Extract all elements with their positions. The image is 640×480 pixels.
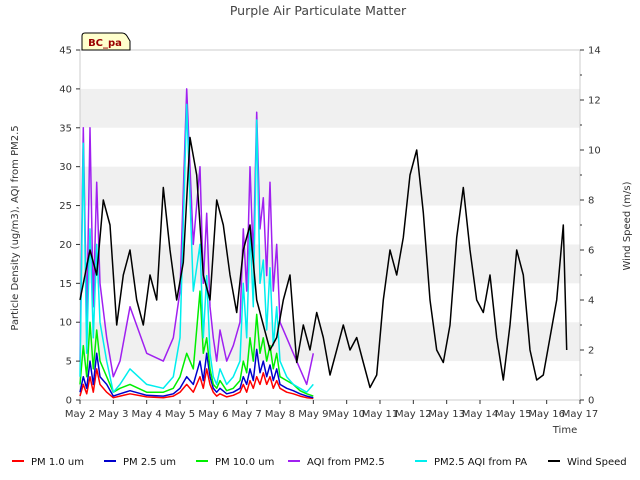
x-tick-label: May 2 [65,409,95,420]
y-left-tick-label: 15 [59,279,72,290]
y-axis-right-title: Wind Speed (m/s) [622,181,633,270]
x-tick-label: May 4 [132,409,162,420]
y-right-tick-label: 6 [588,246,594,257]
site-tag-box [81,32,131,51]
legend-label: PM2.5 AQI from PA [434,457,527,468]
grid-band [80,88,580,128]
y-right-tick-label: 8 [588,196,594,207]
y-left-tick-label: 25 [59,201,72,212]
y-left-tick-label: 45 [59,46,72,57]
legend-label: PM 2.5 um [123,457,176,468]
y-left-tick-label: 35 [59,123,72,134]
y-left-tick-label: 20 [59,240,72,251]
x-tick-label: May 17 [562,409,599,420]
x-tick-label: May 8 [265,409,295,420]
y-right-tick-label: 0 [588,396,594,407]
series-layer [79,88,568,400]
grid-band [80,322,580,362]
legend-label: Wind Speed [567,457,627,468]
x-tick-label: May 13 [428,409,465,420]
series-line-pm-1-0-um [79,368,314,400]
y-axis-left-title: Particle Density (ug/m3), AQI from PM2.5 [10,125,21,330]
legend-label: AQI from PM2.5 [307,457,385,468]
x-tick-label: May 6 [198,409,228,420]
x-tick-label: May 7 [232,409,262,420]
series-line-pm-10-0-um [79,290,314,397]
chart-title: Purple Air Particulate Matter [230,3,407,18]
y-right-tick-label: 12 [588,96,601,107]
x-tick-label: May 3 [98,409,128,420]
legend-label: PM 10.0 um [215,457,274,468]
series-line-wind-speed [79,136,568,389]
x-tick-label: May 5 [165,409,195,420]
y-left-tick-label: 40 [59,84,72,95]
legend-label: PM 1.0 um [31,457,84,468]
series-line-pm2-5-aqi-from-pa [79,103,314,393]
grid-band [80,166,580,206]
x-axis: May 2 May 3 May 4 May 5 May 6 May 7 May 8 May 9… [65,400,598,420]
y-right-tick-label: 14 [588,46,601,57]
y-left-tick-label: 10 [59,318,72,329]
x-tick-label: May 15 [495,409,532,420]
x-tick-label: May 11 [362,409,399,420]
site-tag: BC_pa [81,32,131,51]
x-tick-label: May 16 [528,409,565,420]
grid-band [80,244,580,284]
y-left-tick-label: 5 [66,357,72,368]
series-line-aqi-from-pm2-5 [79,88,315,386]
y-right-tick-label: 2 [588,346,594,357]
y-axis-left: 0 5 10 15 20 25 30 35 40 45 [59,46,80,407]
plot-bands [80,88,580,362]
series-line-pm-2-5-um [79,348,314,399]
x-tick-label: May 14 [462,409,499,420]
x-axis-title: Time [552,425,577,436]
x-tick-label: May 10 [328,409,365,420]
y-left-tick-label: 30 [59,162,72,173]
y-axis-right: 0 2 4 6 8 10 12 14 [580,46,601,407]
legend: PM 1.0 um PM 2.5 um PM 10.0 um AQI from PM2… [12,457,627,468]
y-right-tick-label: 10 [588,146,601,157]
site-tag-label: BC_pa [88,38,122,49]
x-tick-label: May 9 [298,409,328,420]
y-left-tick-label: 0 [66,396,72,407]
y-right-tick-label: 4 [588,296,594,307]
x-tick-label: May 12 [395,409,432,420]
